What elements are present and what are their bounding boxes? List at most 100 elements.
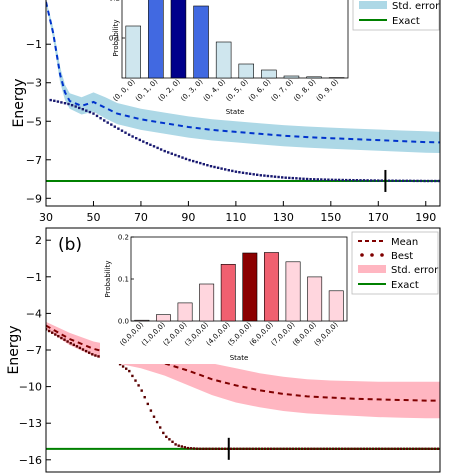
best-energy-point: [103, 119, 106, 122]
best-energy-point: [313, 178, 316, 181]
best-energy-point: [195, 160, 198, 164]
best-energy-point: [155, 420, 159, 424]
y-tick-label: −13: [19, 417, 42, 430]
best-energy-point: [63, 102, 67, 105]
best-energy-point: [231, 169, 234, 173]
best-energy-point: [167, 151, 170, 154]
panel-b-legend-best-dot-1: [360, 253, 364, 257]
best-energy-point: [142, 140, 145, 143]
inset-bar: [328, 290, 344, 322]
best-energy-point: [67, 102, 70, 106]
panel-b-legend-best-dot-3: [380, 253, 384, 257]
best-energy-point: [328, 447, 332, 450]
panel-a-legend-std-error: Std. error: [392, 1, 440, 12]
best-energy-point: [186, 446, 190, 450]
best-energy-point: [51, 331, 54, 334]
best-energy-point: [344, 447, 347, 450]
best-energy-point: [341, 447, 344, 450]
inset-bar: [215, 41, 232, 79]
best-energy-point: [362, 447, 365, 450]
best-energy-point: [168, 438, 171, 441]
best-energy-point: [206, 164, 209, 167]
x-tick-label: 190: [415, 211, 436, 224]
best-energy-point: [84, 349, 88, 353]
panel-b-legend-mean: Mean: [391, 237, 418, 248]
std-error-band: [46, 0, 440, 153]
best-energy-point: [393, 447, 396, 450]
best-energy-point: [181, 156, 184, 159]
x-tick-label: 130: [273, 211, 294, 224]
best-energy-point: [171, 440, 174, 443]
best-energy-point: [245, 172, 248, 175]
panel-a-x-axis: 30 50 70 90 110 130 150 170 190: [39, 201, 436, 224]
best-energy-point: [143, 396, 146, 399]
best-energy-point: [159, 148, 163, 151]
best-energy-point: [319, 447, 322, 450]
best-energy-point: [305, 177, 309, 181]
best-energy-point: [75, 345, 79, 348]
best-energy-point: [94, 354, 97, 357]
inset-category-label: (0, 8, 0): [292, 78, 317, 103]
inset-bar: [193, 5, 209, 79]
best-energy-point: [131, 135, 134, 138]
best-energy-point: [295, 177, 298, 180]
x-tick-label: 170: [368, 211, 389, 224]
best-energy-point: [149, 143, 152, 146]
best-energy-point: [74, 105, 77, 108]
best-energy-point: [427, 447, 430, 450]
best-energy-point: [307, 447, 310, 450]
best-energy-point: [234, 170, 238, 173]
mean-energy-line: [46, 1, 440, 144]
inset-category-label: (0, 3, 0): [179, 78, 204, 103]
best-energy-point: [177, 155, 181, 158]
best-energy-point: [421, 447, 424, 450]
best-energy-point: [396, 447, 399, 450]
best-energy-point: [251, 447, 254, 450]
best-energy-point: [402, 179, 405, 182]
best-energy-point: [70, 104, 74, 107]
best-energy-point: [285, 447, 288, 450]
best-energy-point: [163, 149, 166, 153]
best-energy-point: [128, 369, 131, 373]
best-energy-point: [69, 342, 72, 345]
panel-b-legend-best: Best: [391, 251, 413, 262]
best-energy-point: [270, 447, 273, 450]
best-energy-point: [229, 447, 233, 450]
best-energy-point: [137, 384, 140, 387]
best-energy-point: [273, 175, 277, 178]
best-energy-point: [184, 157, 188, 161]
best-energy-point: [391, 179, 394, 182]
std-error-band: [46, 321, 440, 419]
best-energy-point: [337, 447, 341, 450]
best-energy-point: [359, 447, 362, 450]
best-energy-point: [124, 131, 127, 134]
best-energy-point: [220, 447, 224, 450]
best-energy-point: [213, 165, 216, 169]
best-energy-point: [341, 178, 344, 182]
y-tick-label: −1: [26, 38, 42, 51]
panel-a-inset-x-label: State: [226, 108, 245, 116]
best-energy-point: [125, 367, 128, 370]
best-energy-point: [146, 402, 149, 406]
inset-category-label: (0, 4, 0): [202, 78, 227, 103]
inset-bar: [220, 263, 236, 322]
best-energy-point: [302, 177, 305, 180]
inset-category-label: (0, 5, 0): [224, 78, 249, 103]
best-energy-point: [291, 176, 294, 180]
inset-y-tick-label: 0.1: [118, 276, 129, 284]
best-energy-point: [337, 178, 341, 182]
best-energy-point: [380, 179, 383, 182]
best-energy-point: [350, 447, 353, 450]
inset-bar: [125, 25, 142, 79]
best-energy-point: [145, 142, 149, 145]
best-energy-point: [205, 447, 208, 450]
panel-a-y-axis: −9 −7 −5 −3 −1: [26, 38, 51, 205]
best-energy-point: [352, 179, 355, 182]
panel-a-inset: (0, 0, 0)(0, 1, 0)(0, 2, 0)(0, 3, 0)(0, …: [109, 0, 349, 116]
best-energy-point: [131, 374, 134, 378]
panel-b: 2 −1 −4 −7 −10 −13 −16 Energy (b) (0,0,0,0)(1,…: [6, 227, 441, 473]
best-energy-point: [368, 447, 372, 450]
best-energy-point: [209, 165, 213, 168]
panel-b-legend-best-dot-2: [370, 253, 374, 257]
